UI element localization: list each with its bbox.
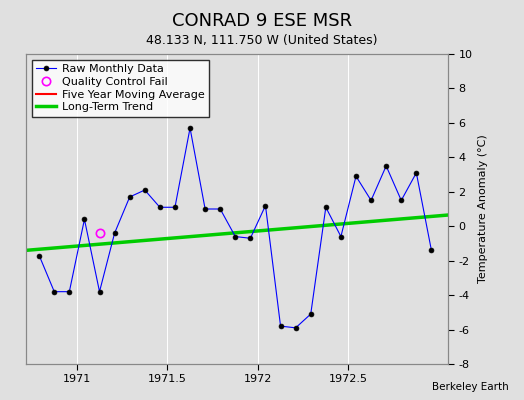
Raw Monthly Data <box>292 326 299 330</box>
Raw Monthly Data <box>202 206 208 211</box>
Raw Monthly Data <box>308 312 314 316</box>
Raw Monthly Data <box>157 205 163 210</box>
Raw Monthly Data <box>172 205 178 210</box>
Y-axis label: Temperature Anomaly (°C): Temperature Anomaly (°C) <box>478 135 488 283</box>
Text: CONRAD 9 ESE MSR: CONRAD 9 ESE MSR <box>172 12 352 30</box>
Raw Monthly Data <box>398 198 405 203</box>
Raw Monthly Data <box>353 174 359 179</box>
Line: Raw Monthly Data: Raw Monthly Data <box>37 126 434 330</box>
Raw Monthly Data <box>66 289 72 294</box>
Raw Monthly Data <box>141 188 148 192</box>
Raw Monthly Data <box>263 203 269 208</box>
Raw Monthly Data <box>232 234 238 239</box>
Raw Monthly Data <box>187 126 193 130</box>
Legend: Raw Monthly Data, Quality Control Fail, Five Year Moving Average, Long-Term Tren: Raw Monthly Data, Quality Control Fail, … <box>32 60 209 117</box>
Raw Monthly Data <box>247 236 254 241</box>
Raw Monthly Data <box>428 248 434 253</box>
Raw Monthly Data <box>217 206 223 211</box>
Raw Monthly Data <box>368 198 374 203</box>
Raw Monthly Data <box>323 205 329 210</box>
Raw Monthly Data <box>51 289 58 294</box>
Raw Monthly Data <box>127 194 133 199</box>
Raw Monthly Data <box>96 289 103 294</box>
Raw Monthly Data <box>383 164 389 168</box>
Raw Monthly Data <box>36 253 42 258</box>
Raw Monthly Data <box>277 324 283 328</box>
Text: Berkeley Earth: Berkeley Earth <box>432 382 508 392</box>
Text: 48.133 N, 111.750 W (United States): 48.133 N, 111.750 W (United States) <box>146 34 378 47</box>
Raw Monthly Data <box>81 217 88 222</box>
Raw Monthly Data <box>112 231 118 236</box>
Raw Monthly Data <box>338 234 344 239</box>
Raw Monthly Data <box>413 170 420 175</box>
